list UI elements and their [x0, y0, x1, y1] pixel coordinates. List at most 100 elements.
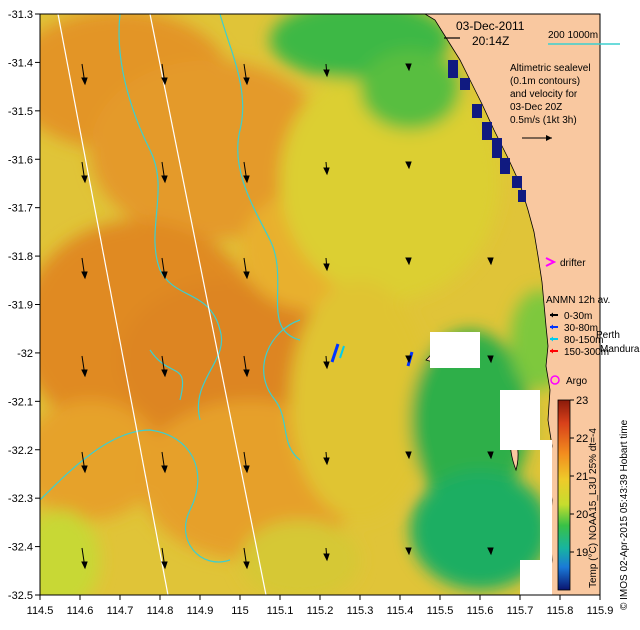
x-tick-label: 115.6: [467, 605, 494, 617]
velocity-arrowhead: [487, 257, 494, 266]
velocity-arrowhead: [81, 175, 88, 184]
x-tick-label: 115: [231, 605, 249, 617]
colorbar-tick-label: 20: [576, 509, 588, 521]
place-perth: Perth: [596, 330, 620, 341]
x-tick-label: 115.8: [547, 605, 574, 617]
anmn-arrowhead: [550, 312, 553, 318]
velocity-arrowhead: [243, 175, 250, 184]
velocity-arrowhead: [323, 167, 330, 176]
map-plot-area: [40, 14, 600, 595]
x-tick-label: 114.5: [27, 605, 54, 617]
velocity-arrowhead: [323, 69, 330, 78]
velocity-arrowhead: [161, 271, 168, 280]
svg-text:0.5m/s (1kt 3h): 0.5m/s (1kt 3h): [510, 115, 577, 126]
credit-text: © IMOS 02-Apr-2015 05:43:39 Hobart time: [619, 419, 630, 610]
x-tick-label: 115.9: [587, 605, 614, 617]
y-tick-label: -31.4: [8, 57, 33, 69]
altimetry-legend: Altimetric sealevel (0.1m contours) and …: [510, 63, 591, 141]
y-tick-label: -31.7: [8, 203, 33, 215]
x-tick-label: 114.6: [67, 605, 94, 617]
velocity-arrowhead: [161, 465, 168, 474]
scale-label: 200 1000m: [548, 30, 598, 41]
velocity-arrowhead: [243, 465, 250, 474]
velocity-arrowhead: [487, 355, 494, 364]
velocity-arrowhead: [405, 257, 412, 266]
svg-text:Argo: Argo: [566, 376, 588, 387]
velocity-arrowhead: [243, 77, 250, 86]
colorbar-tick-label: 19: [576, 547, 588, 559]
velocity-arrowhead: [323, 553, 330, 562]
colorbar-label: Temp (°C) NOAA15_L3U 25% dt=-4: [588, 428, 599, 588]
anmn-label: 0-30m: [564, 311, 592, 322]
velocity-arrowhead: [405, 63, 412, 72]
velocity-arrowhead: [487, 451, 494, 460]
x-axis: 114.5 114.6 114.7 114.8 114.9 115 115.1 115.2 11…: [27, 595, 614, 617]
velocity-arrowhead: [81, 271, 88, 280]
y-tick-label: -32: [17, 348, 33, 360]
velocity-arrowhead: [323, 263, 330, 272]
anmn-arrowhead: [550, 336, 553, 342]
y-tick-label: -32.3: [8, 493, 33, 505]
velocity-arrowhead: [161, 77, 168, 86]
x-tick-label: 115.5: [427, 605, 454, 617]
velocity-arrowhead: [161, 369, 168, 378]
velocity-arrowhead: [81, 561, 88, 570]
colorbar: 23 22 21 20 19 Temp (°C) NOAA15_L3U 25% dt=-…: [557, 395, 599, 591]
x-tick-label: 114.8: [147, 605, 174, 617]
y-axis: -31.3 -31.4 -31.5 -31.6 -31.7 -31.8 -31.9 -32 -3…: [8, 9, 40, 602]
svg-text:(0.1m contours): (0.1m contours): [510, 76, 580, 87]
colorbar-tick-label: 23: [576, 395, 588, 407]
y-tick-label: -31.6: [8, 154, 33, 166]
x-tick-label: 115.4: [387, 605, 414, 617]
svg-text:ANMN 12h av.: ANMN 12h av.: [546, 295, 610, 306]
velocity-arrowhead: [405, 161, 412, 170]
y-tick-label: -31.3: [8, 9, 33, 21]
velocity-arrows: [81, 63, 494, 570]
velocity-arrowhead: [161, 175, 168, 184]
y-tick-label: -31.9: [8, 300, 33, 312]
velocity-arrowhead: [81, 369, 88, 378]
velocity-arrowhead: [405, 451, 412, 460]
velocity-arrowhead: [243, 271, 250, 280]
anmn-arrowhead: [550, 348, 553, 354]
velocity-arrowhead: [487, 547, 494, 556]
x-tick-label: 114.7: [107, 605, 134, 617]
header-time: 20:14Z: [472, 34, 509, 48]
sealevel-contours: [40, 14, 301, 563]
velocity-arrowhead: [81, 77, 88, 86]
svg-text:Altimetric sealevel: Altimetric sealevel: [510, 63, 591, 74]
y-tick-label: -32.4: [8, 542, 33, 554]
velocity-arrowhead: [323, 457, 330, 466]
x-tick-label: 114.9: [187, 605, 214, 617]
y-tick-label: -31.8: [8, 251, 33, 263]
x-tick-label: 115.2: [307, 605, 334, 617]
colorbar-tick-label: 22: [576, 433, 588, 445]
header-date: 03-Dec-2011: [456, 19, 525, 33]
velocity-arrowhead: [243, 561, 250, 570]
velocity-arrowhead: [323, 361, 330, 370]
velocity-arrowhead: [81, 465, 88, 474]
x-tick-label: 115.7: [507, 605, 534, 617]
velocity-arrowhead: [405, 547, 412, 556]
anmn-label: 150-300m: [564, 347, 609, 358]
place-mandurah: Mandurah: [600, 344, 640, 355]
svg-text:drifter: drifter: [560, 258, 586, 269]
anmn-arrowhead: [550, 324, 553, 330]
coastal-cold-pixels: [448, 60, 526, 202]
y-tick-label: -31.5: [8, 106, 33, 118]
drifter-marker: drifter: [545, 257, 586, 269]
y-tick-label: -32.5: [8, 590, 33, 602]
swath-edges: [57, 14, 267, 595]
velocity-arrowhead: [243, 369, 250, 378]
anmn-label: 80-150m: [564, 335, 603, 346]
svg-text:and velocity for: and velocity for: [510, 89, 578, 100]
x-tick-label: 115.1: [267, 605, 294, 617]
velocity-arrowhead: [405, 355, 412, 364]
x-tick-label: 115.3: [347, 605, 374, 617]
colorbar-tick-label: 21: [576, 471, 588, 483]
argo-marker: Argo: [550, 375, 588, 387]
no-data-areas: [430, 332, 552, 595]
velocity-arrowhead: [161, 561, 168, 570]
